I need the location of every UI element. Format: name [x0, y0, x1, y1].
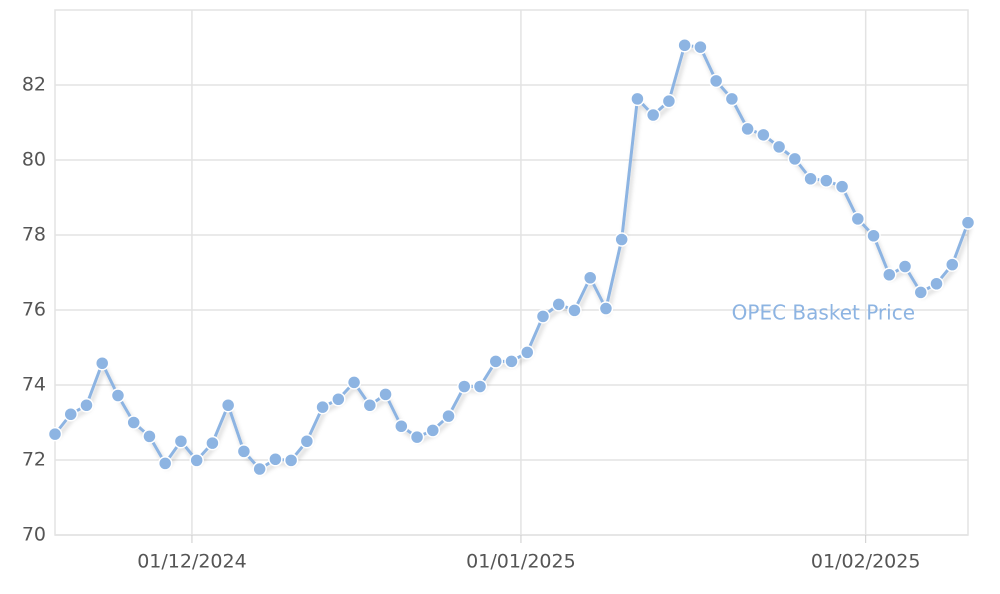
data-point	[268, 452, 283, 467]
data-point	[110, 388, 126, 403]
data-point	[126, 415, 141, 430]
data-point	[850, 211, 866, 227]
data-point	[331, 392, 346, 407]
y-tick-label: 80	[22, 149, 46, 171]
x-tick-label: 01/12/2024	[137, 551, 247, 573]
data-point	[614, 232, 629, 247]
data-point	[787, 151, 803, 167]
data-point	[252, 461, 267, 477]
data-point	[504, 354, 519, 369]
data-point	[441, 408, 456, 424]
data-point	[882, 267, 897, 282]
data-point	[693, 39, 708, 55]
data-point	[582, 270, 598, 285]
data-point	[960, 215, 976, 230]
data-point	[457, 379, 472, 394]
data-point	[157, 456, 173, 471]
data-point	[630, 91, 645, 107]
data-point	[519, 345, 535, 360]
data-point	[756, 127, 771, 143]
data-point	[929, 276, 944, 291]
data-point	[567, 303, 582, 318]
grid: 70 72 74 76 78 80 82 01/12/2024 01/01/2025 01/02/…	[22, 9, 969, 573]
data-point	[378, 387, 393, 402]
data-point	[346, 375, 362, 390]
data-point	[913, 285, 929, 300]
y-tick-label: 70	[22, 524, 46, 546]
data-point	[834, 179, 850, 194]
data-point	[79, 398, 94, 413]
y-tick-label: 82	[22, 74, 46, 96]
data-point	[645, 107, 661, 123]
series-label: OPEC Basket Price	[732, 301, 915, 325]
data-point	[236, 444, 252, 459]
data-point	[409, 429, 425, 445]
y-tick-label: 72	[22, 449, 46, 471]
data-point	[598, 301, 614, 316]
data-point	[535, 309, 551, 324]
data-point	[189, 453, 204, 468]
data-point	[173, 434, 189, 449]
data-point	[945, 257, 960, 272]
data-point	[488, 354, 504, 369]
data-point	[551, 297, 566, 312]
data-point	[771, 139, 787, 155]
data-point	[803, 171, 818, 186]
data-point	[740, 121, 755, 137]
data-point	[283, 453, 299, 468]
data-point	[897, 259, 913, 274]
data-point	[299, 434, 315, 449]
data-point	[866, 228, 881, 243]
data-point	[661, 93, 677, 109]
data-point	[708, 73, 724, 89]
data-point	[472, 379, 488, 394]
y-tick-label: 78	[22, 224, 46, 246]
data-point	[94, 356, 110, 371]
y-tick-label: 76	[22, 299, 46, 321]
x-tick-label: 01/01/2025	[466, 551, 576, 573]
data-point	[677, 38, 692, 53]
data-point	[315, 399, 330, 415]
data-point	[63, 407, 78, 422]
plot-area: OPEC Basket Price	[47, 38, 976, 477]
data-point	[425, 423, 441, 438]
data-point	[220, 398, 236, 413]
data-point	[142, 429, 157, 444]
data-point	[819, 173, 834, 188]
x-tick-label: 01/02/2025	[811, 551, 921, 573]
data-point	[362, 398, 378, 413]
y-tick-label: 74	[22, 374, 46, 396]
data-point	[205, 435, 220, 451]
data-point	[47, 426, 63, 442]
data-point	[724, 91, 740, 107]
data-point	[394, 419, 409, 434]
